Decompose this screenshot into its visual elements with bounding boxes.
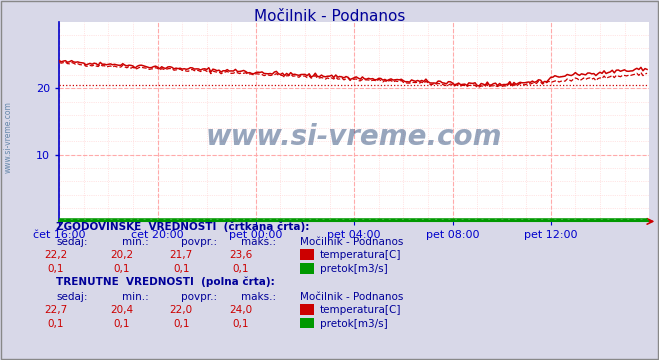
Text: min.:: min.: <box>122 237 149 247</box>
Text: povpr.:: povpr.: <box>181 292 217 302</box>
Text: 0,1: 0,1 <box>173 319 190 329</box>
Text: sedaj:: sedaj: <box>56 237 88 247</box>
Text: 21,7: 21,7 <box>169 250 193 260</box>
Text: TRENUTNE  VREDNOSTI  (polna črta):: TRENUTNE VREDNOSTI (polna črta): <box>56 276 275 287</box>
Text: Močilnik - Podnanos: Močilnik - Podnanos <box>300 292 403 302</box>
Text: 22,7: 22,7 <box>44 305 68 315</box>
Text: 22,0: 22,0 <box>169 305 193 315</box>
Text: pretok[m3/s]: pretok[m3/s] <box>320 264 387 274</box>
Text: sedaj:: sedaj: <box>56 292 88 302</box>
Text: www.si-vreme.com: www.si-vreme.com <box>4 101 13 173</box>
Text: 0,1: 0,1 <box>47 264 65 274</box>
Text: 0,1: 0,1 <box>47 319 65 329</box>
Text: 0,1: 0,1 <box>113 319 130 329</box>
Text: 0,1: 0,1 <box>232 264 249 274</box>
Text: ZGODOVINSKE  VREDNOSTI  (črtkana črta):: ZGODOVINSKE VREDNOSTI (črtkana črta): <box>56 222 309 233</box>
Text: min.:: min.: <box>122 292 149 302</box>
Text: maks.:: maks.: <box>241 237 275 247</box>
Text: Močilnik - Podnanos: Močilnik - Podnanos <box>254 9 405 24</box>
Text: temperatura[C]: temperatura[C] <box>320 250 401 260</box>
Text: 0,1: 0,1 <box>232 319 249 329</box>
Text: temperatura[C]: temperatura[C] <box>320 305 401 315</box>
Text: 22,2: 22,2 <box>44 250 68 260</box>
Text: 20,4: 20,4 <box>110 305 134 315</box>
Text: Močilnik - Podnanos: Močilnik - Podnanos <box>300 237 403 247</box>
Text: maks.:: maks.: <box>241 292 275 302</box>
Text: 24,0: 24,0 <box>229 305 252 315</box>
Text: povpr.:: povpr.: <box>181 237 217 247</box>
Text: 23,6: 23,6 <box>229 250 252 260</box>
Text: 20,2: 20,2 <box>110 250 134 260</box>
Text: pretok[m3/s]: pretok[m3/s] <box>320 319 387 329</box>
Text: 0,1: 0,1 <box>113 264 130 274</box>
Text: www.si-vreme.com: www.si-vreme.com <box>206 123 502 152</box>
Text: 0,1: 0,1 <box>173 264 190 274</box>
